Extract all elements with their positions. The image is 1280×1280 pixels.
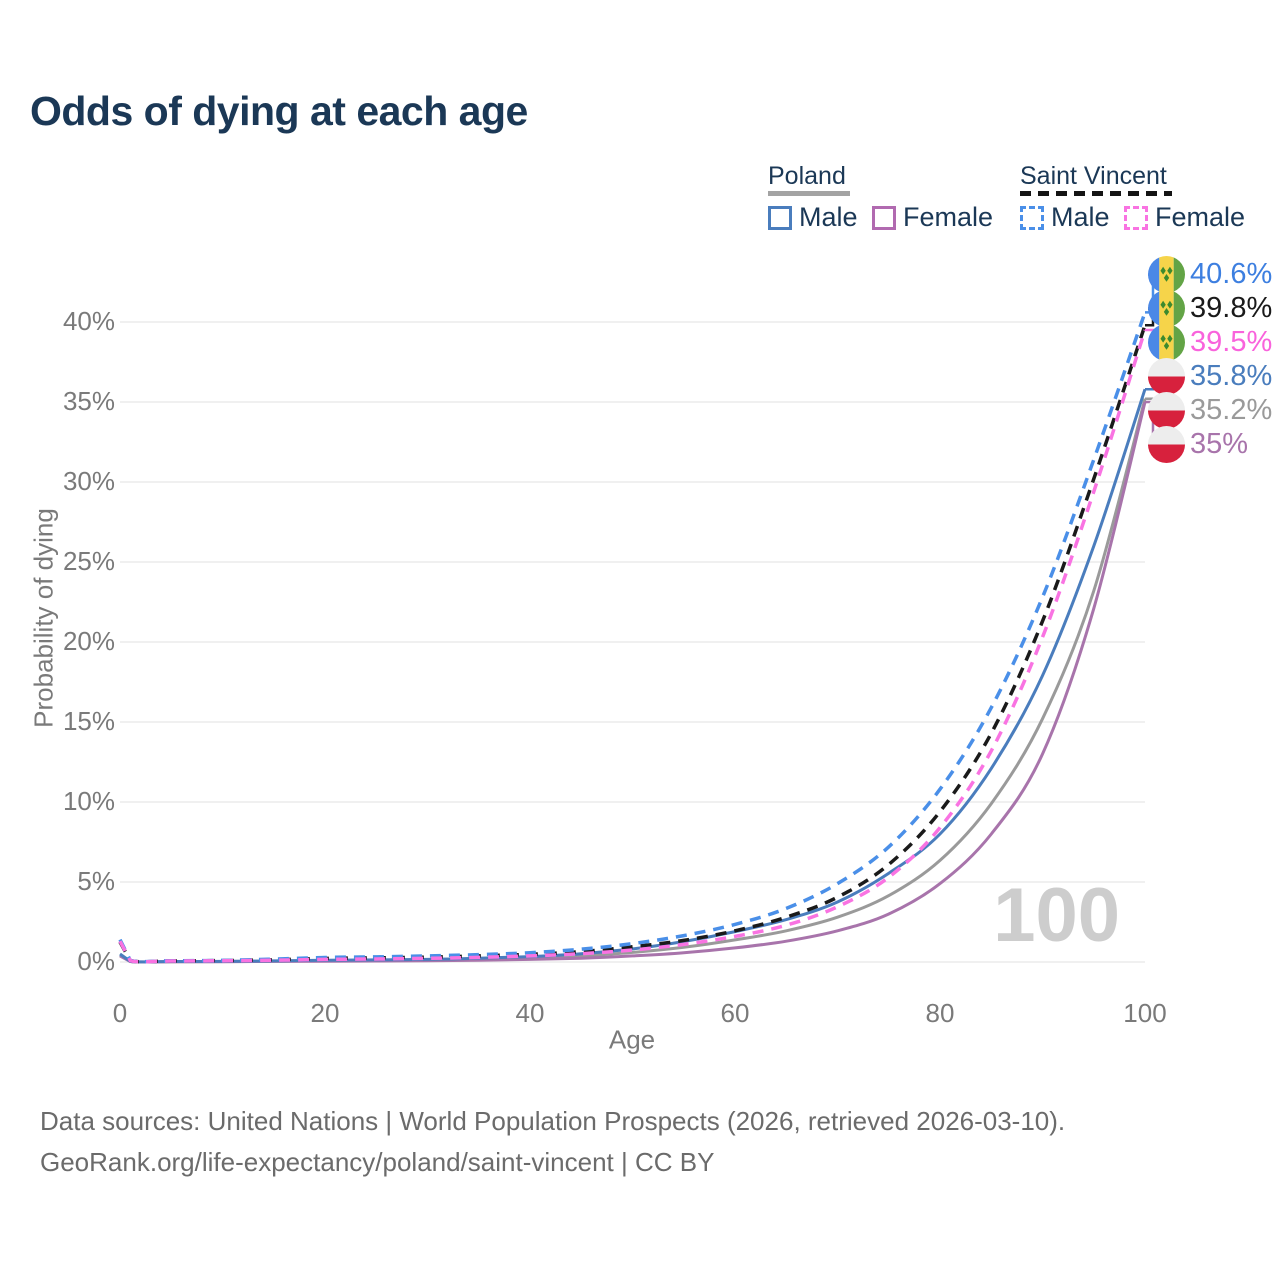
x-tick-label: 0	[112, 998, 128, 1028]
legend-swatch	[1124, 205, 1148, 230]
end-value-label: 35.2%	[1190, 393, 1273, 426]
y-tick-label: 15%	[62, 706, 115, 736]
attribution-link[interactable]: GeoRank.org/life-expectancy/poland/saint…	[40, 1147, 715, 1177]
series-line-pl-female[interactable]	[119, 401, 1147, 964]
y-tick-label: 35%	[62, 386, 115, 416]
x-tick-label: 80	[925, 998, 955, 1028]
legend-item-female[interactable]: Female	[1124, 202, 1245, 233]
legend-group-saint-vincent: Saint Vincent	[1020, 162, 1167, 190]
legend-item-female[interactable]: Female	[872, 202, 993, 233]
series-line-sv-male[interactable]	[118, 311, 1147, 964]
x-tick-label: 40	[515, 998, 545, 1028]
x-axis-title: Age	[608, 1024, 656, 1055]
x-tick-label: 60	[720, 998, 750, 1028]
data-sources-text: Data sources: United Nations | World Pop…	[40, 1106, 1066, 1136]
y-tick-label: 10%	[62, 786, 115, 816]
x-tick-label: 20	[310, 998, 340, 1028]
saint-vincent-flag-icon	[1148, 290, 1185, 328]
page-title: Odds of dying at each age	[30, 88, 528, 134]
saint-vincent-flag-icon	[1148, 324, 1185, 362]
legend-item-male[interactable]: Male	[1020, 202, 1110, 233]
series-line-pl-male[interactable]	[119, 388, 1147, 964]
legend-underline-solid	[768, 191, 850, 196]
legend-swatch	[1020, 205, 1044, 230]
legend-swatch	[872, 205, 896, 230]
saint-vincent-flag-icon	[1148, 256, 1185, 294]
end-value-label: 39.5%	[1190, 325, 1273, 358]
poland-flag-icon	[1148, 426, 1185, 464]
poland-flag-icon	[1148, 358, 1185, 396]
series-line-sv-total[interactable]	[118, 324, 1147, 964]
y-tick-label: 30%	[62, 466, 115, 496]
legend-group-poland: Poland	[768, 162, 846, 190]
end-value-label: 35.8%	[1190, 359, 1273, 392]
series-line-pl-total[interactable]	[119, 398, 1147, 964]
age-watermark: 100	[993, 873, 1120, 958]
end-value-label: 39.8%	[1190, 291, 1273, 324]
y-tick-label: 40%	[62, 306, 115, 336]
legend-item-male[interactable]: Male	[768, 202, 858, 233]
legend-item-label: Male	[1051, 202, 1110, 232]
x-tick-label: 100	[1123, 998, 1167, 1028]
legend-item-label: Male	[799, 202, 858, 232]
y-tick-label: 0%	[77, 946, 115, 976]
poland-flag-icon	[1148, 392, 1185, 430]
y-tick-label: 20%	[62, 626, 115, 656]
end-value-label: 40.6%	[1190, 257, 1273, 290]
end-value-label: 35%	[1190, 427, 1249, 460]
series-line-sv-female[interactable]	[118, 329, 1147, 964]
legend-swatch	[768, 205, 792, 230]
legend-underline-dashed	[1020, 191, 1172, 196]
y-tick-label: 25%	[62, 546, 115, 576]
legend-item-label: Female	[903, 202, 994, 232]
legend-item-label: Female	[1155, 202, 1246, 232]
y-tick-label: 5%	[77, 866, 115, 896]
